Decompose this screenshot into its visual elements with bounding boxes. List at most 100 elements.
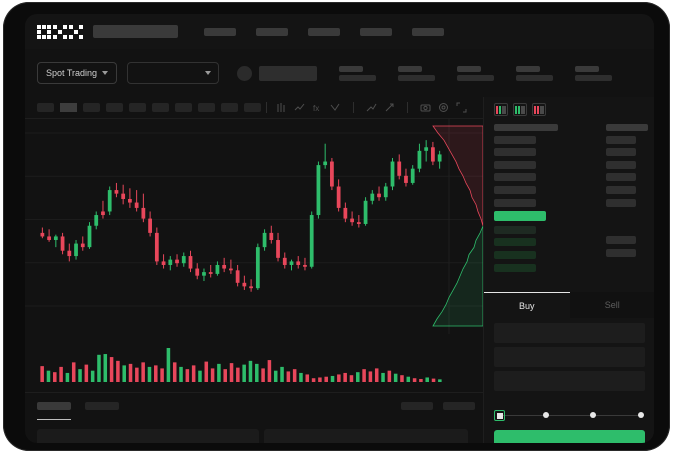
compare-icon[interactable]	[330, 102, 341, 113]
slider-handle[interactable]	[494, 410, 505, 421]
orderbook-mode-both[interactable]	[494, 103, 508, 116]
stat-last-price-value	[339, 74, 377, 81]
toolbar-divider	[266, 102, 267, 113]
orderbook-right-row[interactable]	[606, 124, 648, 131]
volume-svg	[40, 348, 442, 382]
measure-icon[interactable]	[384, 102, 395, 113]
orderbook-right-row[interactable]	[606, 135, 636, 144]
amount-slider[interactable]	[494, 410, 645, 422]
stat-24h-high-label	[457, 65, 482, 72]
tab-sell[interactable]: Sell	[569, 292, 654, 318]
orderbook-right-row[interactable]	[606, 223, 636, 232]
mode-bar	[496, 105, 498, 114]
order-field-3[interactable]	[494, 371, 645, 391]
stat-24h-volume	[575, 65, 613, 81]
bottom-tab-2[interactable]	[85, 402, 119, 410]
trading-pair-select[interactable]	[127, 62, 220, 84]
orderbook-left-row[interactable]	[494, 185, 536, 194]
mode-bar	[515, 105, 517, 114]
fullscreen-icon[interactable]	[456, 102, 467, 113]
orderbook-left-row[interactable]	[494, 238, 536, 247]
bottom-tab-underline	[37, 419, 71, 420]
nav-link-5[interactable]	[412, 27, 444, 36]
orderbook-left-row[interactable]	[494, 135, 536, 144]
orderbook-mode-asks[interactable]	[532, 103, 546, 116]
candlestick-chart[interactable]	[25, 119, 483, 334]
slider-step-3[interactable]	[590, 412, 597, 418]
timeframe-button-3[interactable]	[83, 103, 100, 112]
bottom-action-2[interactable]	[443, 402, 475, 410]
spot-trading-dropdown[interactable]: Spot Trading	[37, 62, 118, 84]
orderbook-right-row[interactable]	[606, 160, 636, 169]
bottom-panel-1	[37, 429, 259, 443]
stat-24h-high	[457, 65, 495, 81]
stat-last-price	[339, 65, 377, 81]
orderbook-right-row[interactable]	[606, 173, 636, 182]
stat-24h-low-value	[516, 74, 554, 81]
toolbar-divider	[353, 102, 354, 113]
stat-24h-low-label	[516, 65, 541, 72]
mode-bar	[518, 105, 520, 114]
orderbook-right-row[interactable]	[606, 211, 636, 220]
timeframe-button-1[interactable]	[37, 103, 54, 112]
orderbook-left-row[interactable]	[494, 160, 536, 169]
orderbook-left-row[interactable]	[494, 124, 558, 131]
bottom-action-1[interactable]	[401, 402, 433, 410]
tab-buy[interactable]: Buy	[484, 292, 570, 318]
market-stats-row	[317, 65, 613, 81]
timeframe-button-2[interactable]	[60, 103, 77, 112]
orderbook-left-row[interactable]	[494, 148, 536, 157]
orderbook-left-row[interactable]	[494, 198, 536, 207]
timeframe-group	[37, 103, 261, 112]
nav-link-1[interactable]	[204, 27, 236, 36]
timeframe-button-10[interactable]	[244, 103, 261, 112]
search-input[interactable]	[93, 25, 178, 38]
orderbook-right-row[interactable]	[606, 236, 636, 245]
bottom-panel-2	[264, 429, 468, 443]
orderbook-left-row[interactable]	[494, 173, 536, 182]
order-field-1[interactable]	[494, 323, 645, 343]
timeframe-button-8[interactable]	[198, 103, 215, 112]
timeframe-button-5[interactable]	[129, 103, 146, 112]
slider-step-4[interactable]	[638, 412, 644, 418]
tablet-frame: Spot Trading fx	[3, 2, 670, 451]
orderbook-right-row[interactable]	[606, 198, 636, 207]
submit-buy-button[interactable]	[494, 430, 645, 443]
order-form-fields	[494, 323, 645, 395]
orderbook-mode-bids[interactable]	[513, 103, 527, 116]
mode-bar	[521, 105, 525, 114]
trendline-icon[interactable]	[366, 102, 377, 113]
nav-link-3[interactable]	[308, 27, 340, 36]
indicator-icon[interactable]: fx	[312, 102, 323, 113]
orderbook-left-row[interactable]	[494, 250, 536, 259]
orderbook-left-row[interactable]	[494, 263, 536, 272]
timeframe-button-7[interactable]	[175, 103, 192, 112]
orderbook-right-row[interactable]	[606, 248, 636, 257]
coin-avatar	[237, 65, 253, 81]
nav-link-4[interactable]	[360, 27, 392, 36]
order-field-2[interactable]	[494, 347, 645, 367]
orderbook-right-row[interactable]	[606, 185, 636, 194]
orderbook-rows[interactable]	[484, 124, 654, 289]
orderbook-left	[494, 124, 558, 276]
slider-track	[498, 415, 641, 416]
timeframe-button-9[interactable]	[221, 103, 238, 112]
stat-24h-low	[516, 65, 554, 81]
bottom-tab-1[interactable]	[37, 402, 71, 410]
pair-price-group	[237, 65, 318, 81]
orderbook-left-row[interactable]	[494, 225, 536, 234]
settings-icon[interactable]	[438, 102, 449, 113]
okx-logo-icon[interactable]	[37, 24, 83, 39]
timeframe-button-4[interactable]	[106, 103, 123, 112]
chart-toolbar: fx	[25, 97, 483, 119]
slider-step-2[interactable]	[542, 412, 549, 418]
line-chart-icon[interactable]	[294, 102, 305, 113]
candlestick-icon[interactable]	[276, 102, 287, 113]
nav-link-2[interactable]	[256, 27, 288, 36]
buy-sell-tabs: Buy Sell	[484, 292, 654, 318]
timeframe-button-6[interactable]	[152, 103, 169, 112]
orderbook-right-row[interactable]	[606, 148, 636, 157]
spot-trading-label: Spot Trading	[46, 68, 98, 78]
camera-icon[interactable]	[420, 102, 431, 113]
orderbook-left-row[interactable]	[494, 211, 546, 222]
